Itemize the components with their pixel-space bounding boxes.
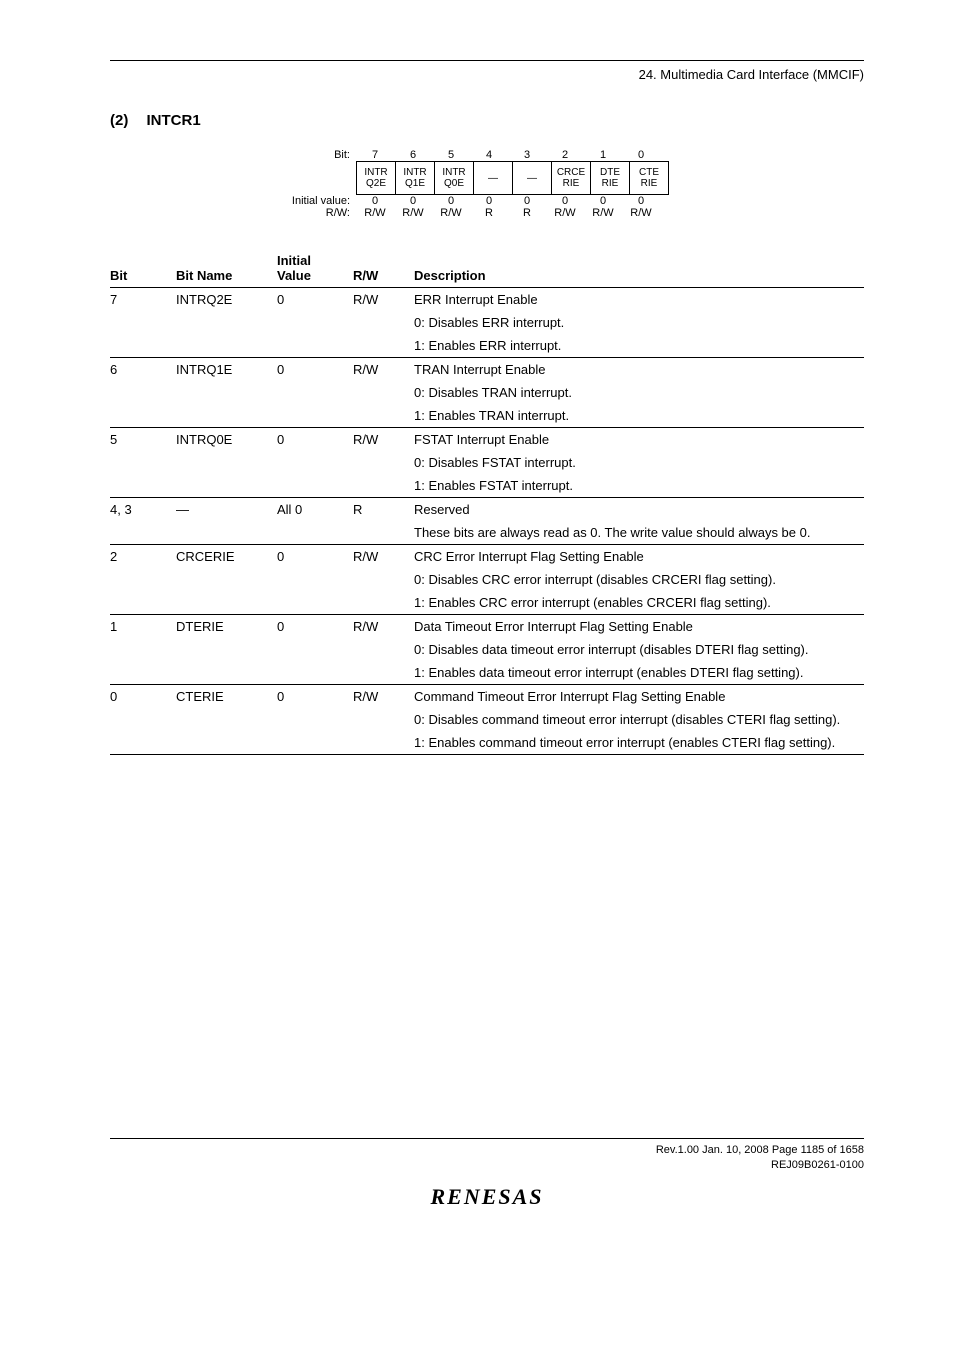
bit-box-3: — bbox=[512, 161, 551, 195]
renesas-logo: RENESAS bbox=[110, 1184, 864, 1210]
table-row: 0: Disables command timeout error interr… bbox=[110, 708, 864, 731]
table-row: 1: Enables FSTAT interrupt. bbox=[110, 474, 864, 498]
table-row: 0: Disables ERR interrupt. bbox=[110, 311, 864, 334]
page-footer: Rev.1.00 Jan. 10, 2008 Page 1185 of 1658… bbox=[110, 1138, 864, 1210]
th-bitname: Bit Name bbox=[176, 249, 277, 288]
bit-diagram: Bit: 7 6 5 4 3 2 1 0 INTRQ2E INTRQ1E INT… bbox=[270, 149, 864, 219]
register-table: Bit Bit Name Initial Value R/W Descripti… bbox=[110, 249, 864, 755]
table-row: 0: Disables CRC error interrupt (disable… bbox=[110, 568, 864, 591]
th-desc: Description bbox=[414, 249, 864, 288]
bit-box-2: CRCERIE bbox=[551, 161, 590, 195]
th-rw: R/W bbox=[353, 249, 414, 288]
rw-label: R/W: bbox=[270, 207, 356, 219]
table-row: 6INTRQ1E0R/WTRAN Interrupt Enable bbox=[110, 358, 864, 382]
section-num: (2) bbox=[110, 112, 128, 129]
table-row: 1: Enables data timeout error interrupt … bbox=[110, 661, 864, 685]
bit-box-4: — bbox=[473, 161, 512, 195]
table-row: 0: Disables FSTAT interrupt. bbox=[110, 451, 864, 474]
th-iv: Initial Value bbox=[277, 249, 353, 288]
table-row: 1: Enables CRC error interrupt (enables … bbox=[110, 591, 864, 615]
chapter-header: 24. Multimedia Card Interface (MMCIF) bbox=[110, 67, 864, 82]
table-row: 1DTERIE0R/WData Timeout Error Interrupt … bbox=[110, 615, 864, 639]
table-row: 7INTRQ2E0R/WERR Interrupt Enable bbox=[110, 288, 864, 312]
bit-box-6: INTRQ1E bbox=[395, 161, 434, 195]
th-bit: Bit bbox=[110, 249, 176, 288]
table-row: 1: Enables command timeout error interru… bbox=[110, 731, 864, 755]
bit-box-5: INTRQ0E bbox=[434, 161, 473, 195]
section-heading: (2) INTCR1 bbox=[110, 112, 864, 129]
table-row: 5INTRQ0E0R/WFSTAT Interrupt Enable bbox=[110, 428, 864, 452]
footer-line2: REJ09B0261-0100 bbox=[771, 1159, 864, 1171]
table-row: 0: Disables data timeout error interrupt… bbox=[110, 638, 864, 661]
table-row: 4, 3—All 0RReserved bbox=[110, 498, 864, 522]
bit-box-7: INTRQ2E bbox=[356, 161, 395, 195]
footer-line1: Rev.1.00 Jan. 10, 2008 Page 1185 of 1658 bbox=[656, 1144, 864, 1156]
section-title: INTCR1 bbox=[147, 112, 201, 129]
table-row: 0CTERIE0R/WCommand Timeout Error Interru… bbox=[110, 685, 864, 709]
bit-box-0: CTERIE bbox=[629, 161, 669, 195]
table-row: These bits are always read as 0. The wri… bbox=[110, 521, 864, 545]
table-row: 2CRCERIE0R/WCRC Error Interrupt Flag Set… bbox=[110, 545, 864, 569]
table-row: 1: Enables TRAN interrupt. bbox=[110, 404, 864, 428]
iv-label: Initial value: bbox=[270, 195, 356, 207]
table-row: 0: Disables TRAN interrupt. bbox=[110, 381, 864, 404]
bit-box-1: DTERIE bbox=[590, 161, 629, 195]
table-row: 1: Enables ERR interrupt. bbox=[110, 334, 864, 358]
bit-label: Bit: bbox=[270, 149, 356, 161]
